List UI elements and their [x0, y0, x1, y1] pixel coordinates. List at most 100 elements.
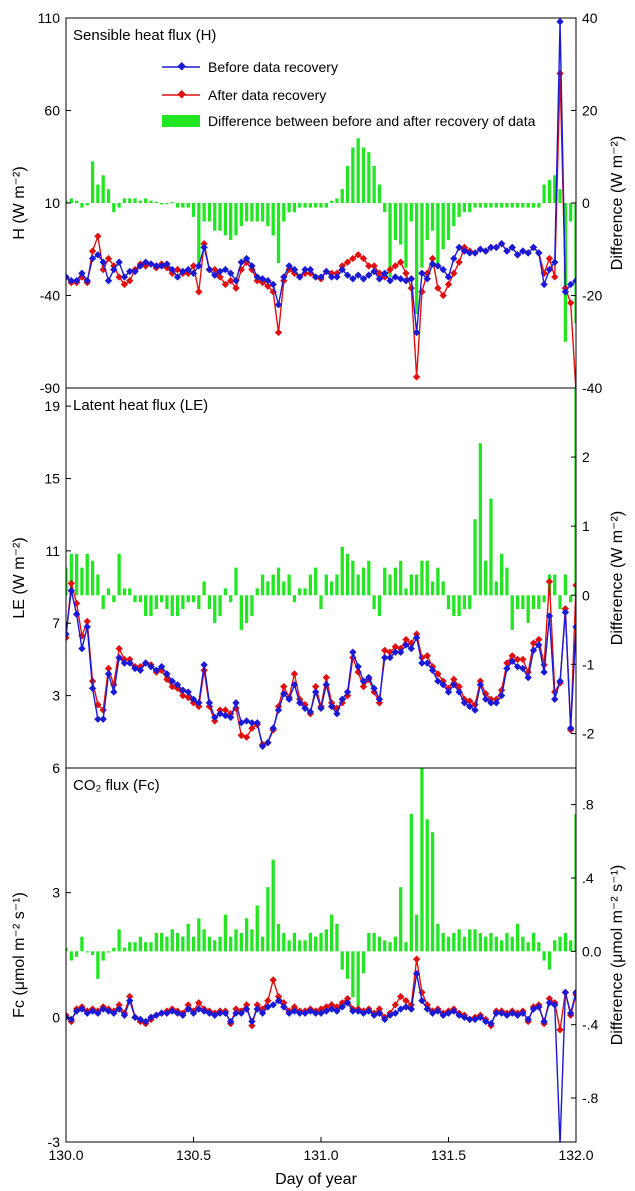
after-point	[439, 291, 447, 300]
after-point	[248, 265, 256, 274]
diff-bar	[319, 203, 323, 208]
diff-bar	[149, 595, 153, 616]
diff-bar	[303, 203, 307, 208]
y2-tick-label: 0	[582, 195, 590, 211]
diff-bar	[202, 929, 206, 952]
plot-area-Fc	[66, 768, 576, 1142]
before-point	[381, 653, 389, 662]
before-point	[444, 688, 453, 696]
diff-bar	[181, 936, 185, 952]
after-point	[104, 254, 113, 263]
diff-bar	[505, 933, 509, 952]
diff-bar	[287, 574, 291, 596]
diff-bar	[457, 929, 461, 952]
diff-bar	[462, 203, 467, 213]
before-point	[476, 681, 485, 689]
diff-bar	[409, 574, 413, 596]
before-point	[280, 1003, 288, 1011]
diff-bar	[85, 553, 89, 596]
y-tick-label: 60	[44, 103, 60, 119]
after-point	[317, 1005, 325, 1013]
diff-bar	[223, 914, 228, 952]
before-point	[232, 277, 240, 285]
diff-bar	[462, 595, 467, 610]
diff-bar	[266, 581, 270, 596]
diff-bar	[324, 929, 328, 952]
before-point	[205, 265, 214, 274]
before-point	[402, 641, 410, 649]
diff-bar	[229, 595, 233, 603]
before-point	[365, 673, 373, 682]
diff-bar	[329, 581, 334, 596]
diff-bar	[356, 951, 360, 1007]
diff-bar	[66, 200, 68, 203]
before-point	[354, 271, 362, 279]
diff-bar	[191, 203, 196, 217]
diff-bar	[186, 203, 190, 208]
before-point	[482, 247, 490, 255]
panel-title: Sensible heat flux (H)	[73, 27, 216, 44]
diff-bar	[430, 203, 435, 231]
diff-bar	[223, 203, 228, 236]
before-point	[195, 699, 203, 707]
after-point	[402, 997, 410, 1005]
diff-bar	[276, 923, 281, 952]
before-point	[333, 273, 341, 281]
diff-bar	[404, 942, 408, 952]
before-point	[258, 742, 267, 750]
before-point	[317, 273, 325, 281]
diff-bar	[489, 203, 493, 208]
after-point	[195, 288, 203, 296]
panel-frame	[65, 767, 577, 1143]
diff-bar	[85, 203, 89, 206]
diff-bar	[229, 936, 233, 952]
diff-bar	[414, 574, 419, 596]
diff-bar	[531, 203, 536, 208]
before-point	[173, 681, 182, 689]
before-point	[322, 681, 330, 689]
y2-tick-label: 20	[582, 103, 598, 119]
diff-bar	[558, 189, 562, 204]
before-point	[237, 1009, 245, 1017]
diff-bar	[154, 201, 158, 203]
before-point	[412, 634, 421, 642]
panel-title: Latent heat flux (LE)	[73, 397, 208, 414]
before-point	[359, 1009, 368, 1017]
before-point	[423, 1005, 431, 1013]
diff-bar	[574, 388, 576, 596]
diff-bar	[271, 859, 275, 952]
diff-bar	[191, 595, 196, 603]
diff-bar	[96, 184, 100, 203]
before-point	[407, 275, 415, 283]
diff-bar	[106, 588, 111, 596]
diff-bar	[569, 940, 573, 952]
diff-bar	[239, 595, 243, 630]
diff-bar	[287, 940, 291, 952]
diff-bar	[319, 933, 323, 952]
before-point	[88, 254, 97, 263]
x-tick-label: 130.0	[48, 1147, 83, 1163]
before-point	[67, 277, 75, 285]
legend-after-label: After data recovery	[208, 87, 326, 103]
y2-tick-label: .8	[582, 797, 594, 813]
before-point	[551, 695, 559, 703]
diff-bar	[218, 595, 222, 616]
diff-bar	[197, 918, 201, 952]
diff-bar	[213, 940, 217, 952]
diff-bar	[569, 595, 573, 603]
after-point	[535, 635, 543, 644]
before-point	[482, 695, 490, 703]
diff-bar	[537, 203, 541, 208]
after-point	[545, 254, 554, 263]
diff-bar	[351, 951, 355, 998]
diff-bar	[399, 203, 403, 245]
diff-bar	[244, 595, 249, 623]
diff-bar	[425, 560, 429, 596]
diff-bar	[399, 887, 403, 952]
before-point	[487, 1019, 495, 1028]
before-point	[285, 695, 293, 703]
before-point	[312, 1009, 320, 1017]
diff-bar	[282, 203, 286, 222]
before-point	[439, 1011, 447, 1019]
